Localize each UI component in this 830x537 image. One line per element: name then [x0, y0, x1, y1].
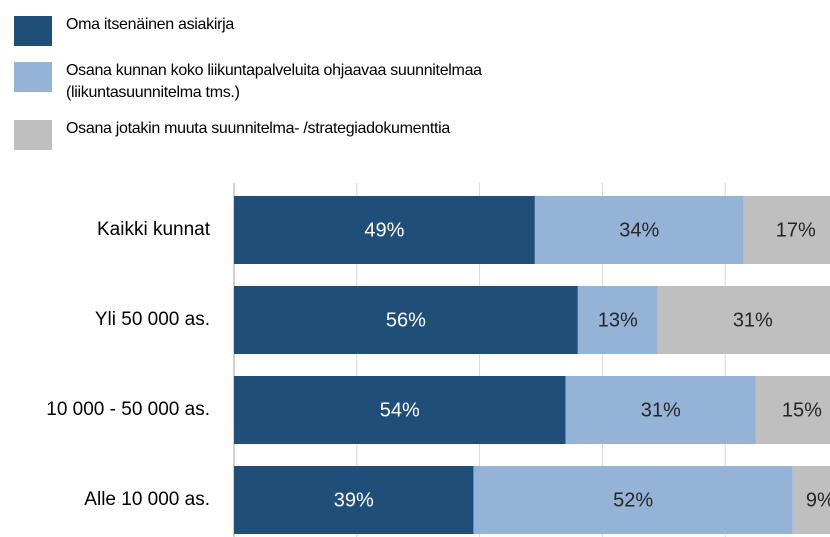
bar-segment [565, 376, 756, 444]
data-label: 52% [613, 489, 653, 511]
legend-label: Oma itsenäinen asiakirja [66, 16, 234, 33]
data-label: 34% [619, 219, 659, 241]
y-tick-label: 10 000 - 50 000 as. [46, 399, 210, 420]
data-label: 17% [776, 219, 816, 241]
data-label: 39% [334, 489, 374, 511]
legend-swatch [14, 62, 52, 92]
bar-segment [755, 376, 830, 444]
data-label: 49% [364, 219, 404, 241]
data-label: 54% [380, 399, 420, 421]
data-label: 56% [386, 309, 426, 331]
bar-segment [473, 466, 793, 534]
legend-item: Oma itsenäinen asiakirja [14, 14, 574, 46]
data-label: 9% [806, 489, 830, 511]
legend-label: Osana kunnan koko liikuntapalveluita ohj… [66, 62, 482, 101]
y-tick-label: Yli 50 000 as. [95, 309, 210, 330]
bar-segment [234, 466, 474, 534]
bar-segment [234, 196, 535, 264]
y-tick-label: Alle 10 000 as. [84, 489, 210, 510]
bar-segment [234, 286, 578, 354]
bar-segment [234, 376, 566, 444]
data-label: 31% [641, 399, 681, 421]
data-label: 13% [598, 309, 638, 331]
legend-item: Osana jotakin muuta suunnitelma- /strate… [14, 118, 574, 150]
data-label: 15% [782, 399, 822, 421]
data-label: 31% [733, 309, 773, 331]
bar-segment [534, 196, 744, 264]
bar-segment [792, 466, 830, 534]
legend: Oma itsenäinen asiakirja Osana kunnan kok… [14, 14, 574, 164]
y-tick-label: Kaikki kunnat [97, 219, 211, 240]
bar-segment [743, 196, 830, 264]
legend-item: Osana kunnan koko liikuntapalveluita ohj… [14, 60, 574, 104]
bar-segment [577, 286, 658, 354]
bar-segment [657, 286, 830, 354]
legend-swatch [14, 120, 52, 150]
legend-swatch [14, 16, 52, 46]
legend-label: Osana jotakin muuta suunnitelma- /strate… [66, 120, 451, 137]
